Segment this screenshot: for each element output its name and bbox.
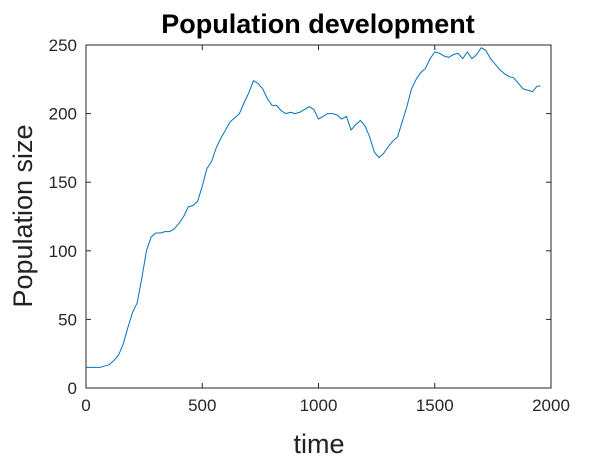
y-axis-label: Population size [8,124,38,307]
x-tick-label: 500 [188,396,216,415]
y-tick-label: 150 [49,173,77,192]
x-tick-label: 1000 [300,396,338,415]
chart-title: Population development [161,9,475,39]
plot-axes [85,44,552,389]
data-series [86,47,541,368]
y-tick-label: 200 [49,105,77,124]
y-tick-label: 250 [49,36,77,55]
y-tick-label: 50 [58,310,77,329]
x-tick-label: 2000 [532,396,570,415]
plot-frame [85,44,552,389]
y-tick-label: 100 [49,242,77,261]
x-axis-label: time [293,429,344,459]
series-line [86,47,541,368]
x-tick-label: 1500 [416,396,454,415]
axis-ticks: 0 500 1000 1500 2000 0 50 100 150 200 250 [49,36,570,415]
x-tick-label: 0 [81,396,90,415]
y-tick-label: 0 [68,379,77,398]
